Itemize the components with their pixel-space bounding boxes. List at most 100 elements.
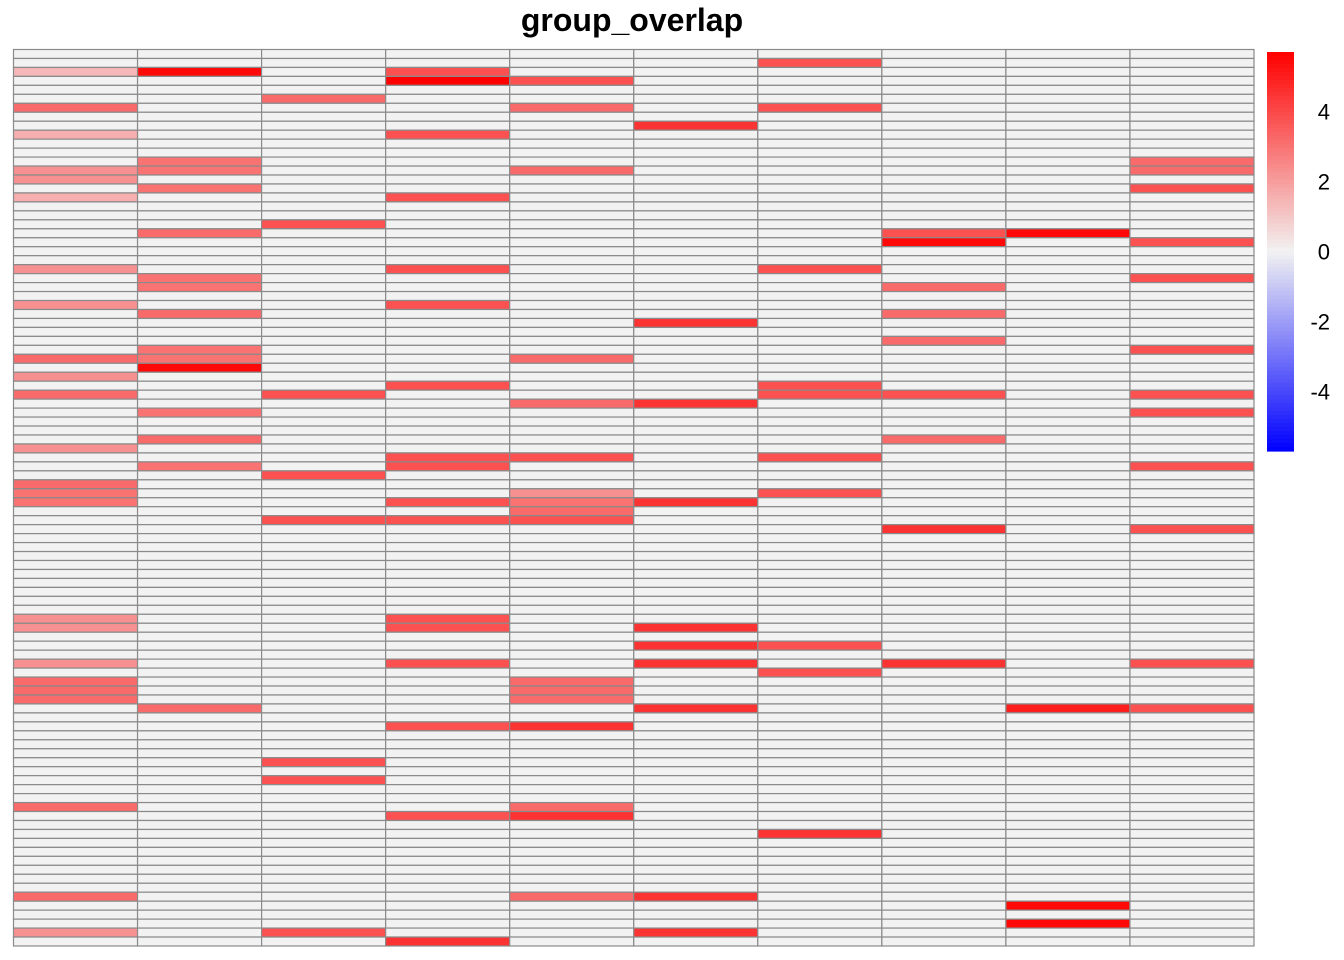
heatmap-cell xyxy=(385,102,511,113)
heatmap-cell xyxy=(881,192,1007,203)
heatmap-cell xyxy=(1005,470,1131,481)
heatmap-cell xyxy=(1129,425,1255,436)
heatmap-cell xyxy=(12,524,139,535)
heatmap-cell xyxy=(881,631,1007,642)
legend-gradient-step xyxy=(1267,407,1294,412)
heatmap-cell xyxy=(261,766,387,777)
heatmap-cell xyxy=(633,792,759,804)
heatmap-cell xyxy=(261,290,387,302)
heatmap-cell xyxy=(1005,721,1131,732)
legend-tick-label: 0 xyxy=(1318,240,1330,265)
heatmap-cell xyxy=(385,326,511,337)
heatmap-cell xyxy=(12,784,139,795)
heatmap-cell xyxy=(509,819,635,831)
legend-gradient-step xyxy=(1267,87,1294,93)
heatmap-cell xyxy=(261,568,387,580)
heatmap-cell xyxy=(633,667,759,678)
heatmap-cell xyxy=(12,102,139,113)
heatmap-cell xyxy=(757,84,883,95)
legend-gradient-step xyxy=(1267,307,1294,312)
heatmap-cell xyxy=(509,57,635,69)
heatmap-cell xyxy=(757,75,883,86)
heatmap-cell xyxy=(509,389,635,400)
heatmap-cell xyxy=(136,75,263,86)
heatmap-cell xyxy=(261,362,387,373)
heatmap-cell xyxy=(881,766,1007,777)
heatmap-cell xyxy=(1129,694,1255,705)
heatmap-cell xyxy=(136,443,263,454)
heatmap-cell xyxy=(12,57,139,69)
heatmap-cell xyxy=(12,837,139,848)
heatmap-cell xyxy=(261,93,387,104)
heatmap-cell xyxy=(12,398,139,409)
heatmap-cell xyxy=(12,237,139,248)
heatmap-cell xyxy=(385,371,511,382)
heatmap-cell xyxy=(261,801,387,813)
legend-gradient-step xyxy=(1267,235,1294,241)
heatmap-cell xyxy=(136,48,263,60)
heatmap-cell xyxy=(12,129,139,140)
heatmap-cell xyxy=(385,936,511,947)
heatmap-cell xyxy=(136,622,263,633)
heatmap-cell xyxy=(881,201,1007,212)
heatmap-cell xyxy=(261,882,387,893)
heatmap-cell xyxy=(757,721,883,732)
heatmap-cell xyxy=(385,703,511,714)
heatmap-cell xyxy=(633,147,759,158)
heatmap-cell xyxy=(261,864,387,875)
heatmap-cell xyxy=(385,344,511,355)
heatmap-cell xyxy=(385,667,511,678)
heatmap-cell xyxy=(385,362,511,373)
heatmap-cell xyxy=(1005,389,1131,400)
legend-gradient-step xyxy=(1267,71,1294,77)
heatmap-cell xyxy=(509,228,635,239)
heatmap-cell xyxy=(385,846,511,857)
heatmap-cell xyxy=(633,586,759,597)
heatmap-cell xyxy=(261,479,387,490)
heatmap-cell xyxy=(881,362,1007,373)
heatmap-cell xyxy=(385,353,511,364)
heatmap-cell xyxy=(136,873,263,884)
legend-gradient-step xyxy=(1267,427,1294,432)
heatmap-cell xyxy=(757,658,883,669)
heatmap-cell xyxy=(1129,290,1255,302)
heatmap-cell xyxy=(509,828,635,840)
heatmap-cell xyxy=(1005,819,1131,831)
heatmap-cell xyxy=(633,613,759,624)
heatmap-cell xyxy=(1005,568,1131,580)
legend-gradient-step xyxy=(1267,351,1294,356)
heatmap-cell xyxy=(1129,712,1255,723)
heatmap-cell xyxy=(136,550,263,562)
legend-gradient-step xyxy=(1267,139,1294,145)
heatmap-cell xyxy=(1129,353,1255,364)
legend-gradient-step xyxy=(1267,331,1294,336)
heatmap-cell xyxy=(1005,559,1131,571)
heatmap-cell xyxy=(385,900,511,911)
heatmap-cell xyxy=(881,255,1007,266)
heatmap-cell xyxy=(136,524,263,535)
heatmap-cell xyxy=(136,595,263,606)
heatmap-cell xyxy=(509,792,635,804)
heatmap-cell xyxy=(1005,515,1131,526)
heatmap-cell xyxy=(136,425,263,436)
heatmap-cell xyxy=(757,111,883,122)
heatmap-cell xyxy=(12,335,139,346)
heatmap-cell xyxy=(385,837,511,848)
heatmap-cell xyxy=(757,667,883,678)
heatmap-cell xyxy=(509,353,635,364)
heatmap-cell xyxy=(881,264,1007,275)
heatmap-cell xyxy=(757,425,883,436)
heatmap-cell xyxy=(881,703,1007,714)
heatmap-cell xyxy=(509,264,635,275)
heatmap-cell xyxy=(261,371,387,382)
heatmap-cell xyxy=(12,909,139,920)
heatmap-cell xyxy=(12,559,139,571)
heatmap-cell xyxy=(385,694,511,705)
heatmap-cell xyxy=(757,640,883,651)
heatmap-cell xyxy=(385,228,511,239)
heatmap-cell xyxy=(136,299,263,311)
heatmap-cell xyxy=(385,577,511,588)
heatmap-cell xyxy=(509,515,635,526)
heatmap-cell xyxy=(881,380,1007,391)
heatmap-cell xyxy=(633,66,759,77)
